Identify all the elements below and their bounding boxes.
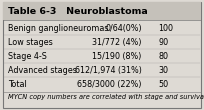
Text: 90: 90: [158, 38, 168, 47]
Text: Low stages: Low stages: [8, 38, 52, 47]
Text: 50: 50: [158, 80, 168, 89]
Bar: [3, 2, 201, 20]
Text: 80: 80: [158, 52, 168, 61]
Text: Total: Total: [8, 80, 27, 89]
Text: 100: 100: [158, 24, 173, 33]
Text: 30: 30: [158, 66, 168, 75]
Text: MYCN copy numbers are correlated with stage and survival in neuroblastoma.: MYCN copy numbers are correlated with st…: [8, 94, 204, 100]
Text: Advanced stages: Advanced stages: [8, 66, 77, 75]
Text: Stage 4-S: Stage 4-S: [8, 52, 47, 61]
Text: 31/772 (4%): 31/772 (4%): [92, 38, 142, 47]
Text: Benign ganglioneuromas: Benign ganglioneuromas: [8, 24, 108, 33]
Text: 15/190 (8%): 15/190 (8%): [92, 52, 142, 61]
Text: 612/1,974 (31%): 612/1,974 (31%): [75, 66, 142, 75]
Text: 658/3000 (22%): 658/3000 (22%): [77, 80, 142, 89]
Text: Table 6-3   Neuroblastoma: Table 6-3 Neuroblastoma: [8, 7, 147, 16]
Text: 0/64(0%): 0/64(0%): [105, 24, 142, 33]
